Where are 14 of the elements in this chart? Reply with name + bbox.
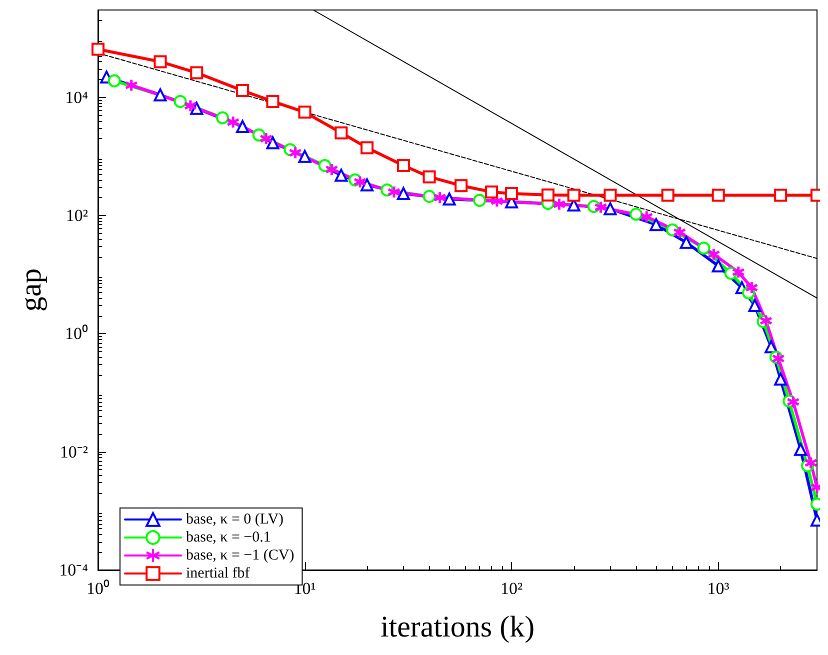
legend-label: base, κ = −1 (CV) (186, 548, 294, 564)
y-axis-title: gap (14, 268, 48, 312)
y-tick-label: 10⁴ (65, 88, 88, 107)
legend-label: inertial fbf (186, 566, 250, 582)
x-tick-label: 10³ (707, 579, 730, 598)
y-tick-label: 10² (66, 206, 88, 225)
y-tick-label: 10⁻² (60, 442, 88, 462)
legend-label: base, κ = −0.1 (186, 530, 271, 546)
x-axis-title: iterations (k) (380, 610, 535, 644)
legend-label: base, κ = 0 (LV) (186, 512, 284, 528)
x-tick-label: 10² (500, 579, 523, 598)
x-tick-label: 10⁰ (86, 579, 110, 598)
y-tick-label: 10⁻⁴ (59, 560, 88, 580)
y-tick-label: 10⁰ (65, 324, 88, 344)
